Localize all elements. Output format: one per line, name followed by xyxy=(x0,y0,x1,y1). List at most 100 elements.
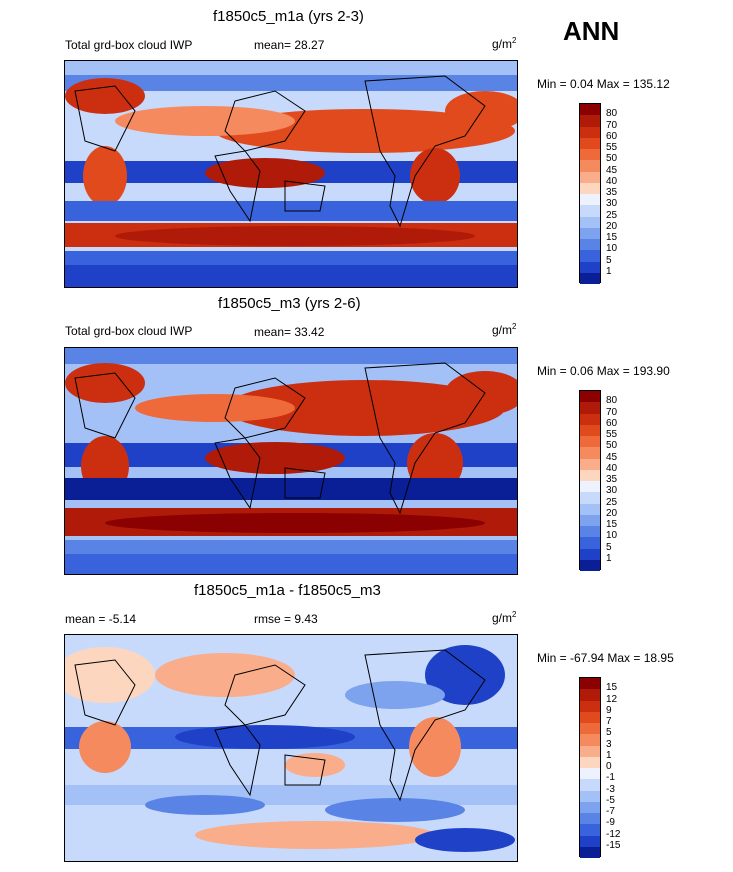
colorbar-swatch xyxy=(580,402,600,414)
colorbar-swatch xyxy=(580,813,600,825)
colorbar-tick-label: 40 xyxy=(606,462,618,474)
colorbar-tick-label: 55 xyxy=(606,429,618,440)
colorbar-tick-label: 20 xyxy=(606,220,618,232)
panel1-minmax: Min = 0.04 Max = 135.12 xyxy=(537,77,670,91)
colorbar-swatch xyxy=(580,216,600,228)
colorbar-tick-label: -3 xyxy=(606,783,615,795)
panel3-map-svg xyxy=(65,635,517,861)
colorbar-swatch xyxy=(580,261,600,273)
colorbar-swatch xyxy=(580,137,600,149)
colorbar-swatch xyxy=(580,711,600,723)
colorbar-swatch xyxy=(580,239,600,251)
season-label: ANN xyxy=(563,16,620,46)
colorbar-tick-label: 15 xyxy=(606,232,618,243)
colorbar-tick-label: -7 xyxy=(606,806,615,817)
colorbar-swatch xyxy=(580,115,600,127)
panel1-units: g/m2 xyxy=(492,36,517,51)
colorbar-tick-label: 60 xyxy=(606,417,618,429)
colorbar-tick-label: 1 xyxy=(606,749,612,761)
colorbar-tick-label: 9 xyxy=(606,704,612,716)
panel3-title: f1850c5_m1a - f1850c5_m3 xyxy=(194,582,381,599)
colorbar-swatch xyxy=(580,723,600,735)
colorbar-swatch xyxy=(580,424,600,436)
panel3-colorbar xyxy=(579,677,601,858)
colorbar-tick-label: 20 xyxy=(606,507,618,519)
colorbar-swatch xyxy=(580,526,600,538)
colorbar-tick-label: 70 xyxy=(606,406,618,418)
colorbar-tick-label: 3 xyxy=(606,738,612,750)
colorbar-tick-label: 7 xyxy=(606,716,612,727)
colorbar-swatch xyxy=(580,126,600,138)
colorbar-swatch xyxy=(580,678,600,690)
colorbar-tick-label: -1 xyxy=(606,772,615,784)
colorbar-swatch xyxy=(580,700,600,712)
colorbar-tick-label: -9 xyxy=(606,817,615,829)
colorbar-tick-label: 50 xyxy=(606,153,618,165)
colorbar-swatch xyxy=(580,182,600,194)
panel1-title: f1850c5_m1a (yrs 2-3) xyxy=(213,8,364,25)
colorbar-swatch xyxy=(580,756,600,768)
panel2-map xyxy=(64,347,518,575)
colorbar-swatch xyxy=(580,734,600,746)
colorbar-swatch xyxy=(580,391,600,403)
colorbar-tick-label: 10 xyxy=(606,530,618,542)
colorbar-tick-label: 35 xyxy=(606,474,618,485)
colorbar-swatch xyxy=(580,846,600,858)
colorbar-swatch xyxy=(580,104,600,116)
colorbar-tick-label: 30 xyxy=(606,485,618,497)
colorbar-swatch xyxy=(580,779,600,791)
colorbar-swatch xyxy=(580,194,600,206)
panel2-minmax: Min = 0.06 Max = 193.90 xyxy=(537,364,670,378)
colorbar-tick-label: 55 xyxy=(606,142,618,153)
colorbar-tick-label: -12 xyxy=(606,828,621,840)
colorbar-swatch xyxy=(580,469,600,481)
colorbar-tick-label: 12 xyxy=(606,693,618,705)
colorbar-tick-label: 35 xyxy=(606,187,618,198)
colorbar-swatch xyxy=(580,548,600,560)
colorbar-tick-label: -5 xyxy=(606,794,615,806)
panel1-map-svg xyxy=(65,61,517,287)
colorbar-tick-label: 30 xyxy=(606,198,618,210)
colorbar-tick-label: -15 xyxy=(606,839,621,851)
panel3-rmse-label: rmse = 9.43 xyxy=(254,612,318,626)
colorbar-tick-label: 45 xyxy=(606,451,618,463)
colorbar-tick-label: 1 xyxy=(606,265,612,277)
colorbar-swatch xyxy=(580,205,600,217)
colorbar-tick-label: 80 xyxy=(606,395,618,407)
colorbar-tick-label: 10 xyxy=(606,243,618,255)
colorbar-swatch xyxy=(580,149,600,161)
panel2-units: g/m2 xyxy=(492,322,517,337)
panel2-title: f1850c5_m3 (yrs 2-6) xyxy=(218,295,361,312)
panel2-map-svg xyxy=(65,348,517,574)
colorbar-tick-label: 5 xyxy=(606,727,612,739)
colorbar-swatch xyxy=(580,227,600,239)
panel1-mean-label: mean= 28.27 xyxy=(254,38,325,52)
colorbar-swatch xyxy=(580,481,600,493)
colorbar-tick-label: 5 xyxy=(606,254,612,266)
colorbar-swatch xyxy=(580,436,600,448)
colorbar-tick-label: 15 xyxy=(606,519,618,530)
colorbar-tick-label: 25 xyxy=(606,209,618,221)
colorbar-swatch xyxy=(580,272,600,284)
colorbar-tick-label: 45 xyxy=(606,164,618,176)
colorbar-swatch xyxy=(580,514,600,526)
panel2-mean-label: mean= 33.42 xyxy=(254,325,325,339)
panel3-map xyxy=(64,634,518,862)
panel2-variable-label: Total grd-box cloud IWP xyxy=(65,324,193,338)
colorbar-swatch xyxy=(580,458,600,470)
colorbar-tick-label: 60 xyxy=(606,130,618,142)
colorbar-tick-label: 15 xyxy=(606,682,618,694)
colorbar-tick-label: 25 xyxy=(606,496,618,508)
colorbar-swatch xyxy=(580,689,600,701)
panel3-mean-label: mean = -5.14 xyxy=(65,612,137,626)
colorbar-swatch xyxy=(580,824,600,836)
panel1-colorbar xyxy=(579,103,601,284)
colorbar-swatch xyxy=(580,835,600,847)
panel3-units: g/m2 xyxy=(492,610,517,625)
colorbar-tick-label: 5 xyxy=(606,541,612,553)
colorbar-swatch xyxy=(580,768,600,780)
colorbar-swatch xyxy=(580,790,600,802)
colorbar-swatch xyxy=(580,447,600,459)
colorbar-tick-label: 1 xyxy=(606,552,612,564)
colorbar-tick-label: 40 xyxy=(606,175,618,187)
